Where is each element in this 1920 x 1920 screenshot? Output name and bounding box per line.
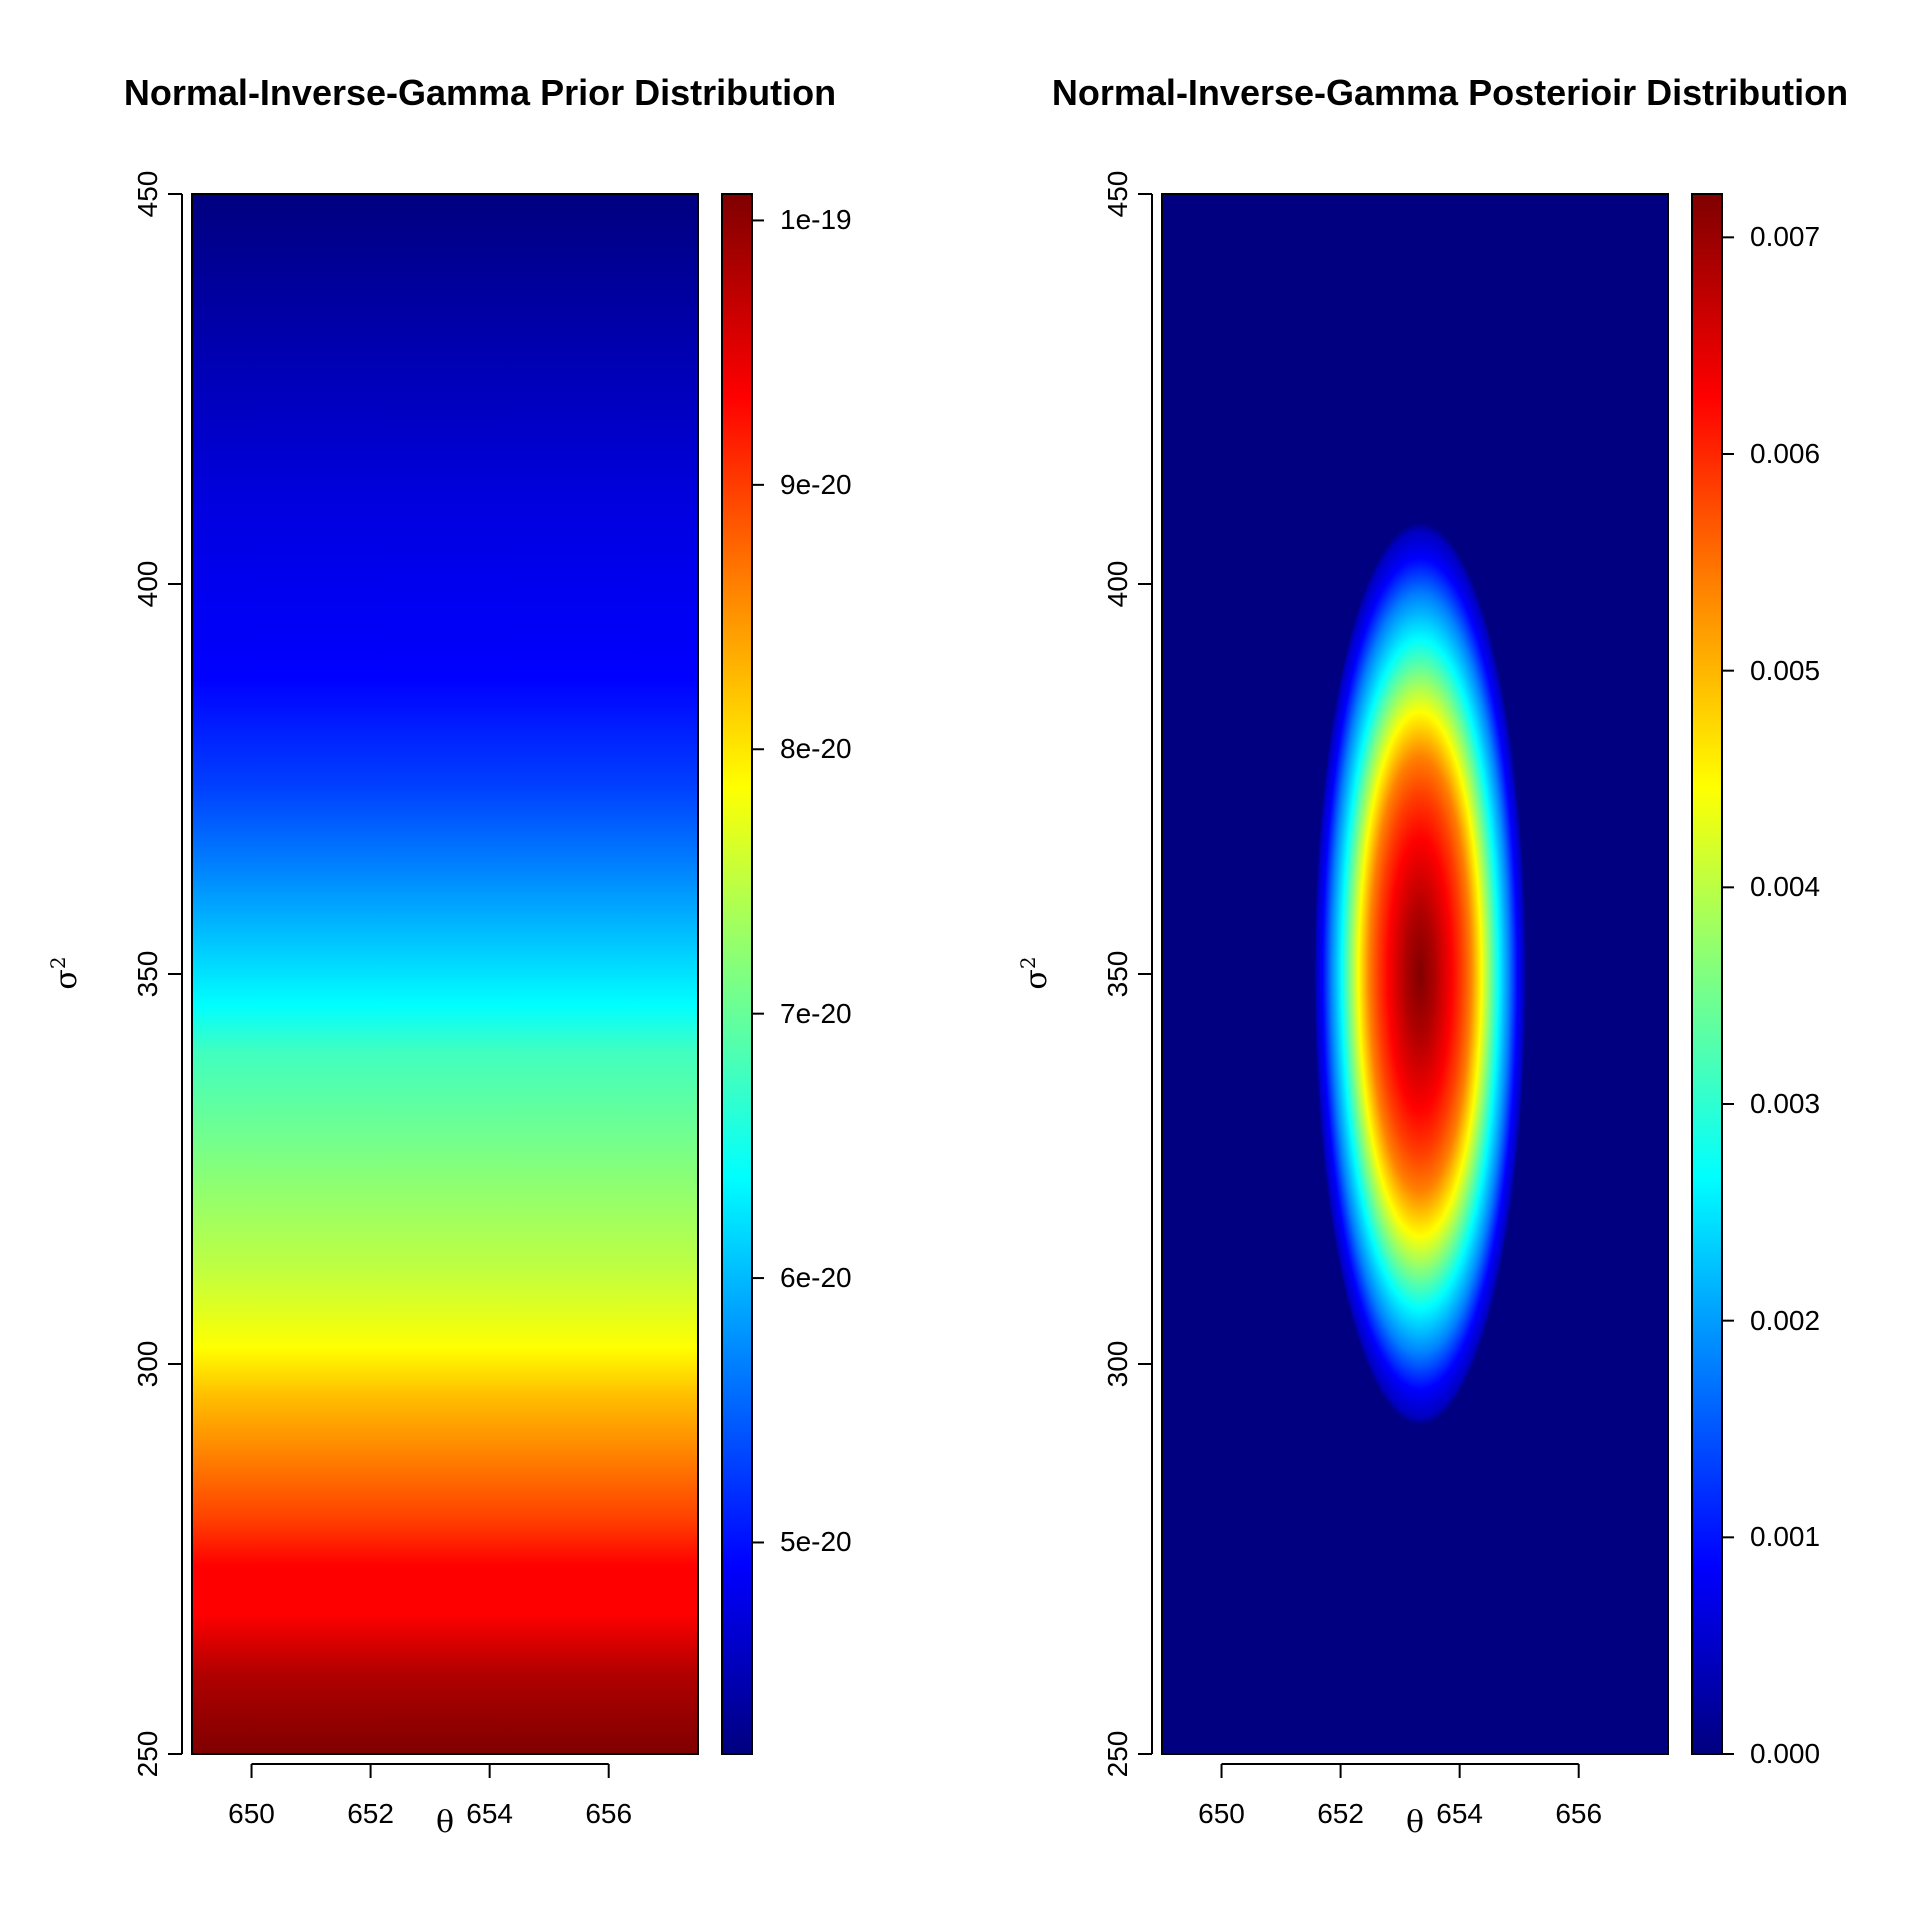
colorbar-tick-label: 0.000	[1750, 1738, 1821, 1769]
y-tick-label: 350	[1102, 950, 1133, 998]
x-tick-label: 656	[1555, 1798, 1603, 1829]
x-tick-label: 652	[1317, 1798, 1364, 1829]
colorbar-tick-label: 7e-20	[780, 997, 852, 1029]
colorbar-tick-label: 6e-20	[780, 1262, 852, 1294]
prior-y-axis-label: σ2	[46, 956, 84, 990]
y-tick-label: 300	[132, 1340, 163, 1388]
y-tick-label: 450	[1102, 170, 1133, 218]
prior-panel: Normal-Inverse-Gamma Prior Distribution …	[46, 72, 852, 1840]
x-tick-label: 656	[585, 1798, 633, 1829]
colorbar-tick-label: 0.005	[1750, 654, 1821, 686]
colorbar-tick-label: 0.002	[1750, 1304, 1821, 1336]
posterior-panel: Normal-Inverse-Gamma Posterioir Distribu…	[970, 0, 1920, 1920]
posterior-y-axis-label: σ2	[1016, 956, 1054, 990]
posterior-axes	[1138, 193, 1734, 1778]
posterior-colorbar	[1691, 193, 1723, 1755]
prior-axes	[168, 193, 764, 1778]
y-tick-label: 250	[132, 1730, 163, 1778]
colorbar-tick-label: 0.004	[1750, 871, 1821, 903]
posterior-x-axis-label: θ	[1405, 1805, 1425, 1840]
colorbar-tick-label: 0.006	[1750, 438, 1821, 469]
y-tick-label: 400	[132, 560, 163, 608]
prior-x-axis-label: θ	[435, 1805, 455, 1840]
y-tick-label: 400	[1102, 560, 1133, 608]
colorbar-tick-label: 1e-19	[780, 204, 852, 236]
posterior-title: Normal-Inverse-Gamma Posterioir Distribu…	[1051, 72, 1849, 113]
prior-heatmap	[191, 193, 699, 1755]
x-tick-label: 654	[1436, 1798, 1483, 1829]
x-tick-label: 650	[1198, 1798, 1245, 1829]
y-tick-label: 300	[1102, 1340, 1133, 1388]
colorbar-tick-label: 8e-20	[780, 733, 852, 765]
y-tick-label: 450	[132, 170, 163, 218]
y-tick-label: 250	[1102, 1730, 1133, 1778]
posterior-heatmap	[1161, 193, 1669, 1755]
prior-colorbar	[721, 193, 753, 1755]
x-tick-label: 654	[466, 1798, 513, 1829]
x-tick-label: 650	[228, 1798, 275, 1829]
x-tick-label: 652	[347, 1798, 394, 1829]
colorbar-tick-label: 0.007	[1750, 221, 1821, 253]
y-tick-label: 350	[132, 950, 163, 998]
colorbar-tick-label: 0.003	[1750, 1088, 1821, 1119]
colorbar-tick-label: 0.001	[1750, 1521, 1821, 1553]
colorbar-tick-label: 5e-20	[780, 1526, 852, 1558]
colorbar-tick-label: 9e-20	[780, 468, 852, 500]
prior-title: Normal-Inverse-Gamma Prior Distribution	[123, 72, 837, 113]
